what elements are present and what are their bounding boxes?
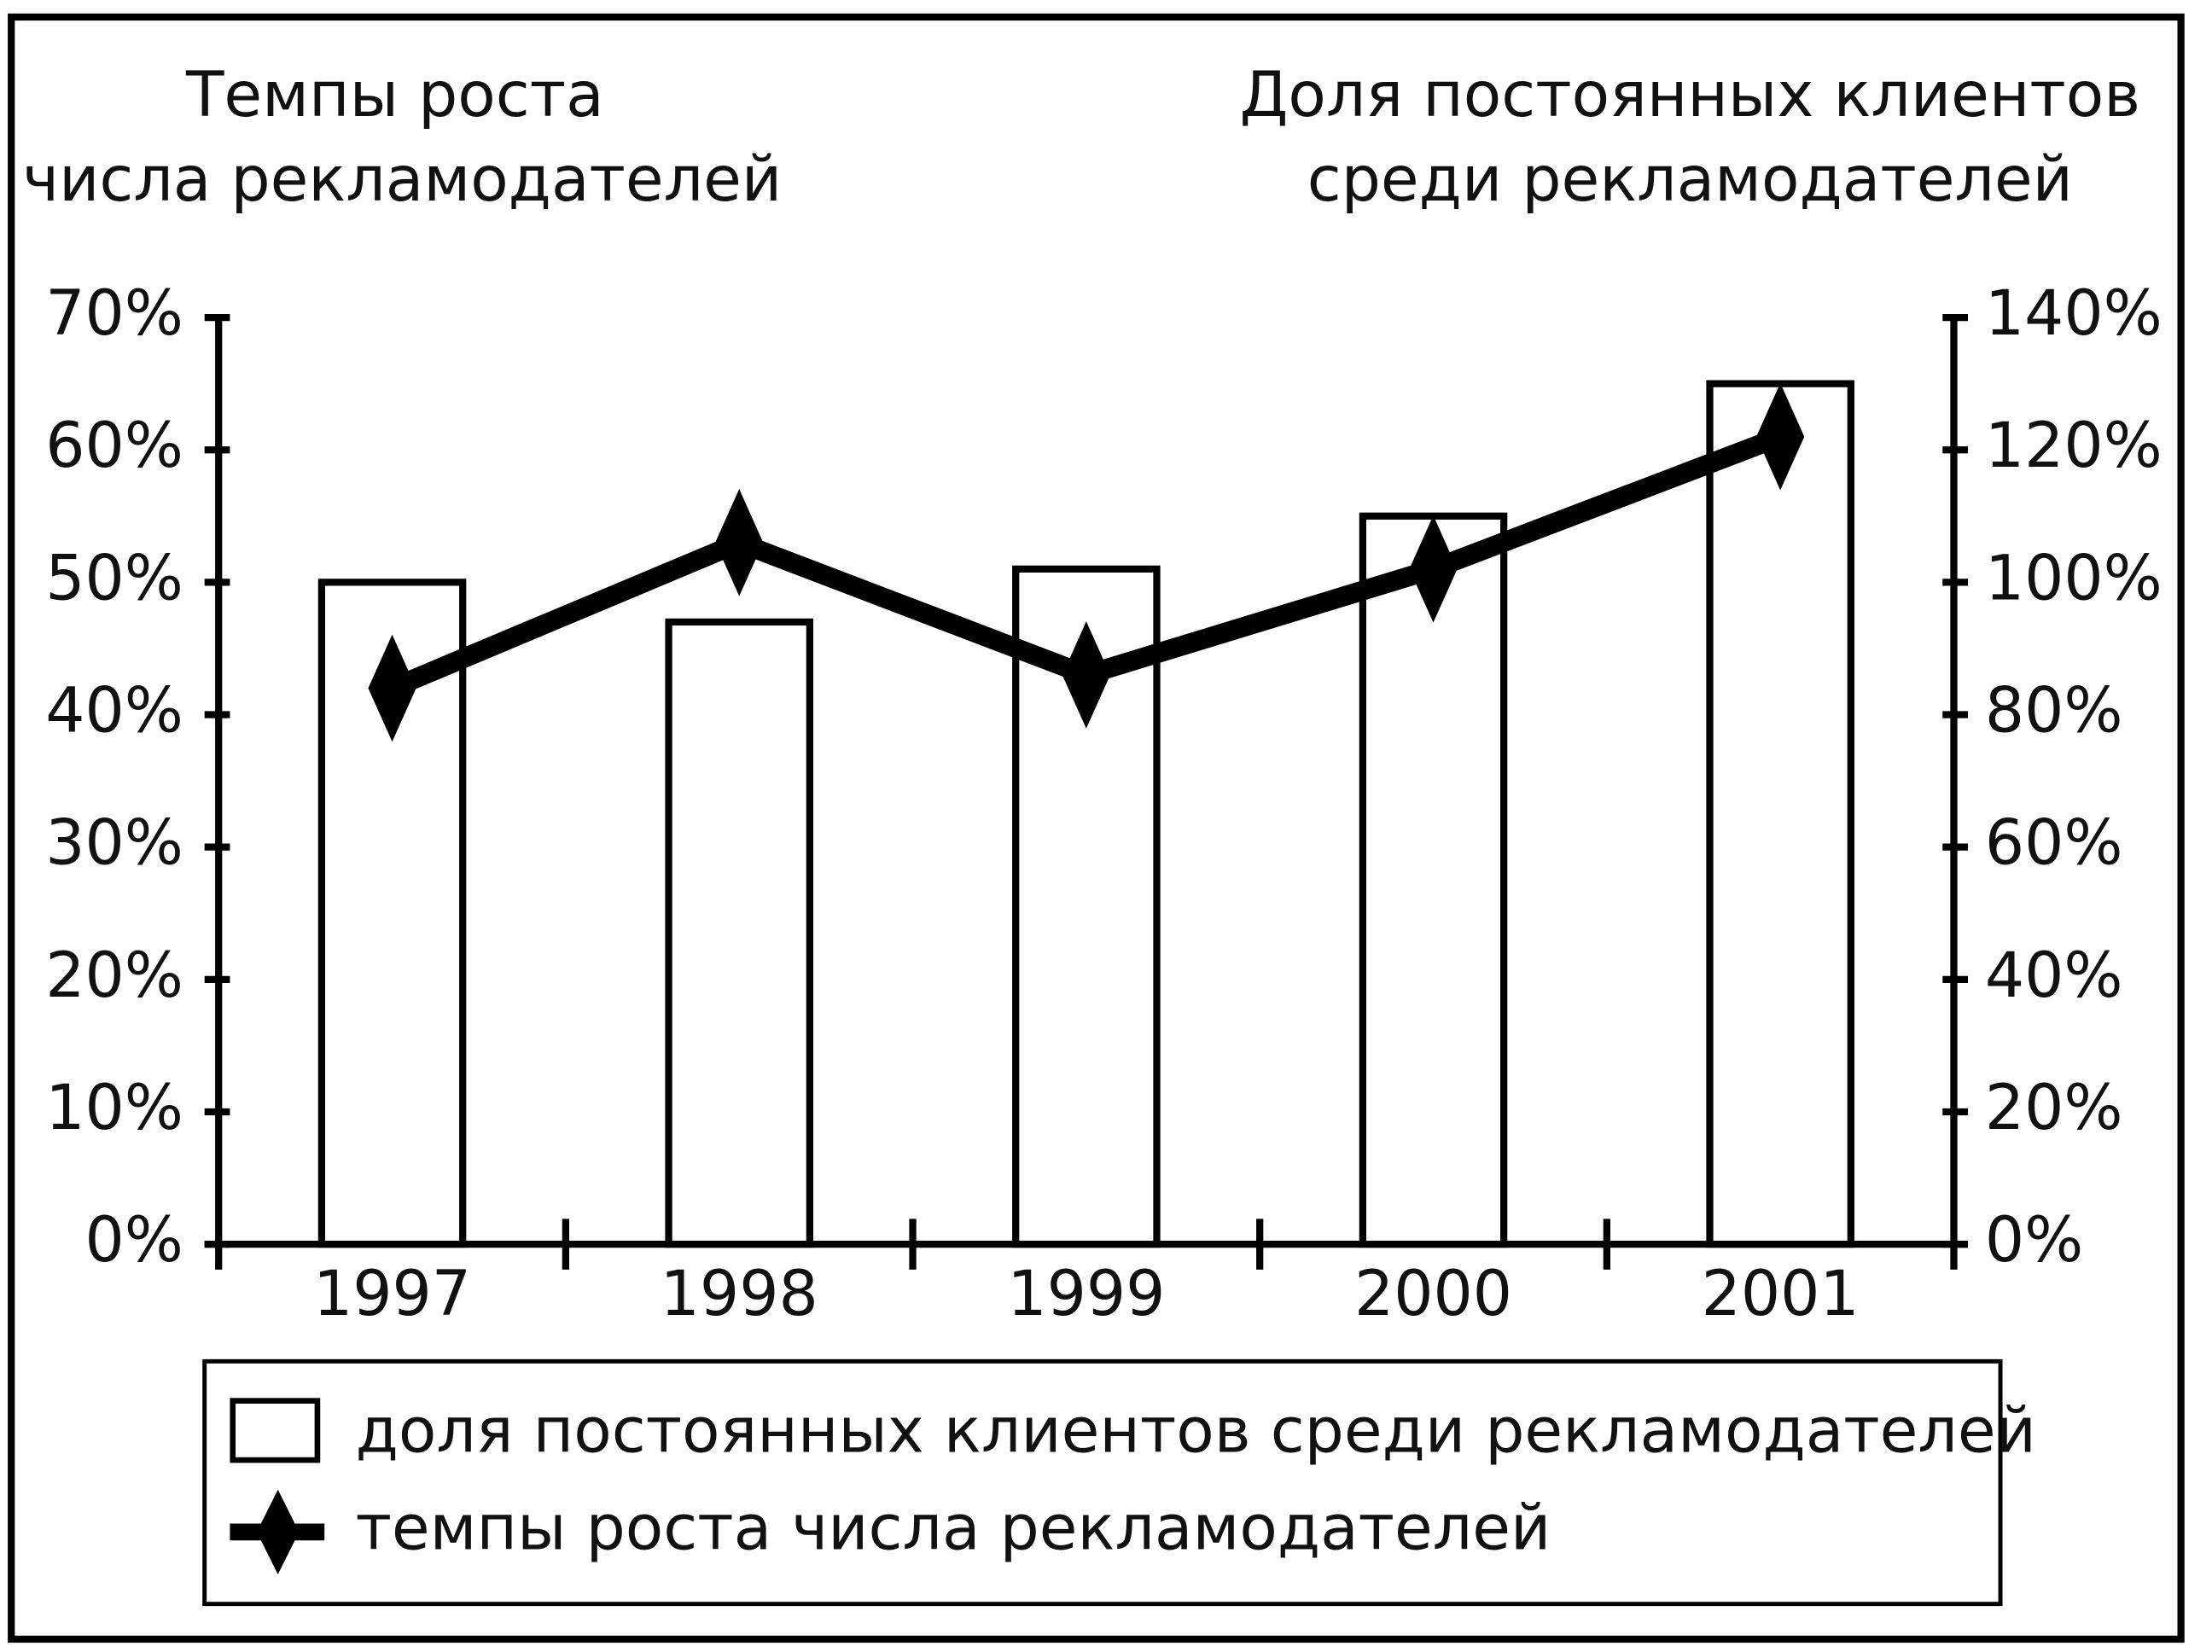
x-tick-label: 2000	[1354, 1258, 1512, 1330]
y2-tick-label: 100%	[1985, 542, 2163, 614]
y-tick-label: 50%	[45, 542, 183, 614]
y-tick-label: 40%	[45, 675, 183, 747]
x-tick-label: 1998	[661, 1258, 818, 1330]
y-axis-title: числа рекламодателей	[22, 143, 782, 216]
y2-tick-label: 40%	[1985, 939, 2123, 1012]
y2-tick-label: 0%	[1985, 1204, 2083, 1277]
y2-tick-label: 140%	[1985, 277, 2163, 350]
y2-tick-label: 120%	[1985, 410, 2163, 482]
x-tick-label: 2001	[1702, 1258, 1860, 1330]
bar	[1706, 380, 1854, 1248]
y2-tick-label: 60%	[1985, 807, 2123, 880]
bar	[1359, 512, 1508, 1248]
y-tick-label: 10%	[45, 1072, 183, 1144]
y2-tick-label: 80%	[1985, 675, 2123, 747]
y-tick-label: 70%	[45, 277, 183, 350]
marker	[715, 489, 764, 596]
legend-swatch	[256, 1489, 300, 1574]
y-axis-title: Темпы роста	[185, 59, 604, 131]
y2-axis-title: Доля постоянных клиентов	[1240, 59, 2141, 131]
legend-swatch	[230, 1398, 321, 1463]
legend-label: темпы роста числа рекламодателей	[356, 1492, 1551, 1564]
legend	[202, 1358, 2003, 1607]
y2-axis-title: среди рекламодателей	[1307, 143, 2073, 216]
x-tick-label: 1997	[313, 1258, 471, 1330]
y-tick-label: 60%	[45, 410, 183, 482]
y-tick-label: 20%	[45, 939, 183, 1012]
y-tick-label: 0%	[85, 1204, 183, 1277]
y2-tick-label: 20%	[1985, 1072, 2123, 1144]
bar	[665, 618, 813, 1248]
legend-label: доля постоянных клиентов среди рекламода…	[356, 1394, 2036, 1467]
y-tick-label: 30%	[45, 807, 183, 880]
marker	[1062, 621, 1110, 729]
x-tick-label: 1999	[1007, 1258, 1165, 1330]
